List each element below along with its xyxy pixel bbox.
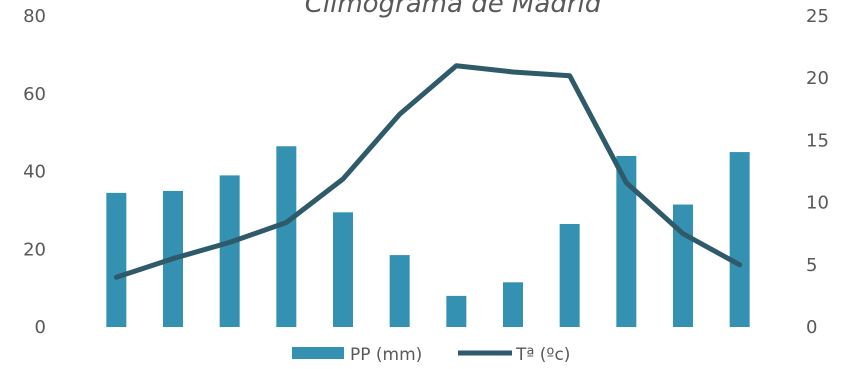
legend-temperature-label: Tª (ºc): [515, 345, 570, 365]
precipitation-bar: [559, 223, 580, 327]
temperature-line: [113, 63, 743, 280]
precipitation-bar: [616, 155, 637, 327]
precipitation-bar: [106, 192, 127, 327]
legend: PP (mm) Tª (ºc): [292, 345, 570, 365]
precipitation-bar: [276, 146, 297, 327]
left-axis-tick-label: 60: [23, 84, 46, 105]
precipitation-bar: [503, 282, 523, 327]
left-axis-tick-label: 40: [23, 162, 46, 183]
left-axis-ticks: 0 20 40 60 80: [23, 6, 46, 338]
right-axis-tick-label: 10: [806, 193, 829, 214]
legend-precipitation-swatch: [292, 347, 344, 359]
right-axis-tick-label: 15: [806, 130, 829, 151]
precipitation-bar: [729, 152, 750, 327]
legend-precipitation-label: PP (mm): [350, 345, 422, 365]
precipitation-bar: [219, 175, 240, 327]
precipitation-bar: [389, 255, 410, 327]
left-axis-tick-label: 20: [23, 239, 46, 260]
right-axis-tick-label: 5: [806, 255, 817, 276]
precipitation-bar: [333, 212, 353, 327]
precipitation-bars: [106, 146, 750, 327]
temperature-line-path: [113, 63, 743, 280]
right-axis-ticks: 0 5 10 15 20 25: [806, 6, 829, 338]
right-axis-tick-label: 25: [806, 6, 829, 27]
right-axis-tick-label: 20: [806, 68, 829, 89]
precipitation-bar: [446, 295, 467, 327]
right-axis-tick-label: 0: [806, 317, 817, 338]
left-axis-tick-label: 80: [23, 6, 46, 27]
left-axis-tick-label: 0: [35, 317, 46, 338]
chart-title: Climograma de Madrid: [305, 0, 602, 19]
precipitation-bar: [673, 204, 693, 327]
